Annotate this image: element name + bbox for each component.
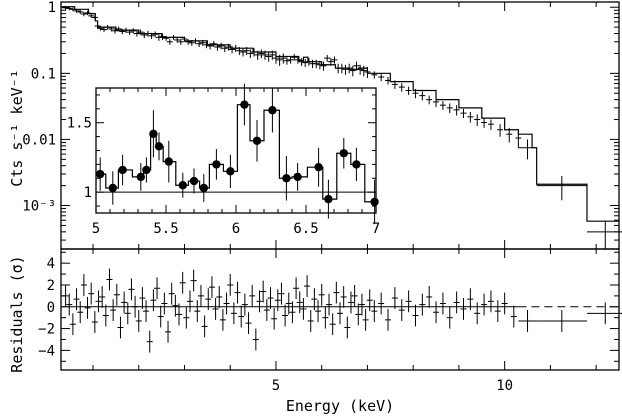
inset-data-point [293, 172, 302, 182]
inset-frame [95, 87, 377, 214]
x-axis-title: Energy (keV) [286, 397, 394, 415]
inset-data-point [268, 106, 277, 115]
inset-data-point [212, 160, 221, 169]
inset-data-point [226, 167, 235, 176]
inset-data-point [96, 169, 105, 179]
spectrum-y-tick-label: 1 [48, 0, 56, 16]
inset-data-point [178, 181, 187, 190]
inset-panel: 5 5.5 6 6.5 7 1 1.5 [67, 83, 380, 237]
residual-y-tick-label: 0 [47, 300, 55, 316]
residual-y-tick-label: 4 [47, 256, 55, 272]
x-tick-label: 5 [272, 378, 280, 394]
inset-data-point [282, 174, 291, 183]
residual-y-tick-label: −2 [38, 322, 55, 338]
inset-data-point [324, 194, 333, 204]
inset-x-tick-label: 6.5 [293, 221, 318, 237]
residual-y-tick-label: −4 [38, 343, 55, 359]
inset-data-point [142, 165, 151, 175]
residual-y-axis-title: Residuals (σ) [8, 255, 26, 372]
inset-data-point [370, 197, 379, 207]
inset-data-point [314, 162, 323, 172]
residual-y-tick-label: 2 [47, 278, 55, 294]
spectrum-y-tick-label: 0.1 [31, 66, 56, 82]
inset-data-point [164, 157, 173, 166]
inset-data-point [352, 160, 361, 169]
x-tick-label: 10 [496, 378, 513, 394]
inset-data-point [149, 129, 158, 139]
inset-x-tick-label: 5.5 [153, 221, 178, 237]
inset-data-point [339, 149, 348, 158]
inset-data-point [108, 183, 118, 193]
spectrum-y-axis-title: Cts s⁻¹ keV⁻¹ [8, 69, 26, 186]
inset-x-tick-label: 6 [232, 221, 240, 237]
inset-data-point [136, 172, 145, 182]
spectrum-y-tick-label: 10⁻³ [22, 199, 56, 215]
inset-data-point [118, 165, 127, 175]
inset-data-point [189, 176, 199, 186]
inset-x-tick-label: 7 [372, 221, 380, 237]
inset-y-tick-label: 1.5 [67, 116, 92, 132]
residual-frame [60, 248, 620, 371]
inset-data-point [154, 142, 164, 151]
inset-x-tick-label: 5 [92, 221, 100, 237]
inset-data-point [252, 136, 262, 145]
inset-data-point [240, 100, 249, 109]
spectrum-y-tick-label: 0.01 [22, 132, 56, 148]
residual-panel: 4 2 0 −2 −4 5 10 [38, 248, 622, 394]
inset-data-point [199, 183, 208, 193]
spectrum-model-line [61, 6, 619, 222]
inset-y-tick-label: 1 [84, 185, 92, 201]
